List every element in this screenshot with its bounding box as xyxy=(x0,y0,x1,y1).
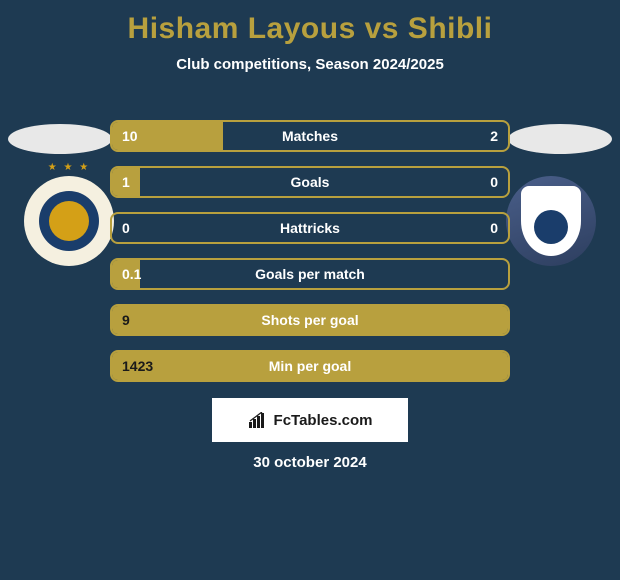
stat-label: Matches xyxy=(282,128,338,144)
stat-value-left: 10 xyxy=(122,128,138,144)
comparison-title: Hisham Layous vs Shibli xyxy=(0,0,620,46)
stat-value-left: 9 xyxy=(122,312,130,328)
player-right-ellipse xyxy=(508,124,612,154)
club-badge-left: ★ ★ ★ xyxy=(24,176,114,266)
stat-label: Shots per goal xyxy=(261,312,358,328)
source-logo: FcTables.com xyxy=(212,398,408,442)
stat-label: Goals xyxy=(291,174,330,190)
stat-value-left: 1 xyxy=(122,174,130,190)
badge-inner-icon xyxy=(39,191,99,251)
stats-container: 10 Matches 2 1 Goals 0 0 Hattricks 0 0.1… xyxy=(110,120,510,396)
stat-row: 0.1 Goals per match xyxy=(110,258,510,290)
stat-row: 1 Goals 0 xyxy=(110,166,510,198)
club-badge-right xyxy=(506,176,596,266)
badge-inner-icon xyxy=(521,186,581,256)
stat-row: 9 Shots per goal xyxy=(110,304,510,336)
date-label: 30 october 2024 xyxy=(253,454,366,471)
stat-value-right: 0 xyxy=(490,220,498,236)
subtitle: Club competitions, Season 2024/2025 xyxy=(0,56,620,73)
stat-value-left: 0.1 xyxy=(122,266,141,282)
stat-value-right: 0 xyxy=(490,174,498,190)
stat-value-left: 1423 xyxy=(122,358,153,374)
stat-label: Min per goal xyxy=(269,358,351,374)
badge-stars-icon: ★ ★ ★ xyxy=(48,162,90,173)
chart-icon xyxy=(248,412,268,428)
stat-row: 10 Matches 2 xyxy=(110,120,510,152)
stat-value-left: 0 xyxy=(122,220,130,236)
source-label: FcTables.com xyxy=(274,412,373,429)
stat-value-right: 2 xyxy=(490,128,498,144)
stat-label: Hattricks xyxy=(280,220,340,236)
stat-label: Goals per match xyxy=(255,266,365,282)
player-left-ellipse xyxy=(8,124,112,154)
stat-row: 1423 Min per goal xyxy=(110,350,510,382)
stat-row: 0 Hattricks 0 xyxy=(110,212,510,244)
